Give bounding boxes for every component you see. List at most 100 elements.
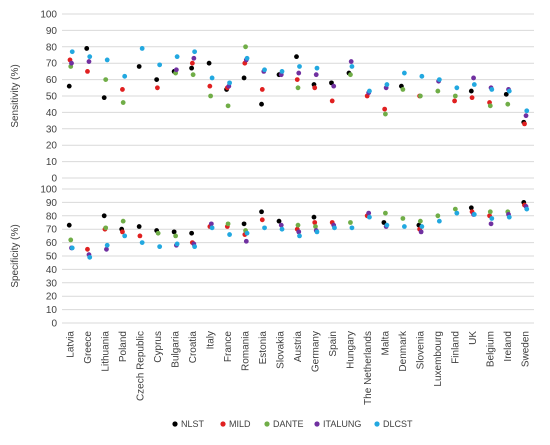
- category-label: Finland: [450, 331, 461, 364]
- data-point-dlcst: [332, 225, 337, 231]
- data-point-mild: [382, 106, 388, 112]
- data-point-nlst: [189, 230, 195, 236]
- data-point-italung: [296, 229, 302, 235]
- legend-label-dlcst: DLCST: [383, 419, 413, 429]
- data-point-dante: [103, 225, 109, 231]
- data-point-dante: [190, 72, 196, 78]
- data-point-dlcst: [279, 226, 285, 232]
- data-point-dante: [505, 101, 511, 107]
- y-tick-label: 90: [46, 26, 58, 37]
- data-point-dlcst: [69, 245, 75, 251]
- legend-marker-italung: [314, 421, 320, 427]
- data-point-dlcst: [401, 224, 407, 229]
- data-point-nlst: [101, 213, 107, 219]
- data-point-dante: [225, 221, 231, 227]
- category-label: Greece: [83, 331, 94, 364]
- data-point-dante: [487, 209, 493, 215]
- data-point-dante: [400, 216, 406, 221]
- data-point-dlcst: [349, 225, 355, 231]
- data-point-dante: [173, 233, 179, 239]
- data-point-nlst: [294, 54, 299, 60]
- data-point-italung: [173, 67, 179, 73]
- data-point-nlst: [66, 222, 72, 228]
- y-tick-label: 80: [46, 211, 58, 222]
- data-point-dlcst: [297, 64, 302, 69]
- data-point-italung: [69, 60, 74, 66]
- sensitivity-panel: 0 10 20 30 40 50 60 70 80 90 100 Sensitivity (%): [10, 10, 534, 185]
- data-point-dlcst: [244, 55, 250, 61]
- data-point-mild: [207, 83, 213, 89]
- data-point-dlcst: [87, 54, 93, 60]
- data-point-dlcst: [69, 49, 75, 55]
- data-point-italung: [366, 210, 372, 216]
- data-point-dante: [68, 237, 74, 243]
- category-label: Hungary: [345, 331, 356, 369]
- data-point-italung: [104, 246, 109, 252]
- data-point-dlcst: [454, 85, 460, 91]
- data-point-dante: [348, 72, 353, 78]
- data-point-nlst: [206, 60, 212, 66]
- y-tick-label: 10: [46, 305, 58, 316]
- data-point-dlcst: [367, 88, 372, 94]
- category-label: Cyprus: [153, 331, 164, 363]
- data-point-mild: [259, 87, 265, 92]
- y-tick-label: 30: [46, 278, 58, 289]
- legend-label-dante: DANTE: [273, 419, 304, 429]
- data-point-dante: [120, 100, 126, 105]
- data-point-dante: [383, 210, 388, 216]
- data-point-dante: [435, 213, 441, 219]
- data-point-dlcst: [419, 73, 425, 79]
- data-point-mild: [452, 98, 457, 104]
- data-point-dante: [417, 93, 423, 99]
- data-point-dante: [155, 230, 161, 236]
- data-point-mild: [154, 85, 160, 91]
- data-point-italung: [348, 59, 354, 64]
- data-point-nlst: [311, 214, 317, 220]
- data-point-dlcst: [227, 80, 232, 86]
- data-point-dlcst: [122, 73, 128, 79]
- data-point-dlcst: [279, 69, 285, 74]
- data-point-mild: [85, 246, 90, 252]
- data-point-nlst: [154, 77, 160, 82]
- y-tick-label: 10: [46, 157, 58, 168]
- category-label: Denmark: [398, 330, 409, 372]
- legend-marker-mild: [220, 421, 226, 427]
- data-point-mild: [120, 229, 125, 235]
- y-tick-label: 0: [51, 319, 57, 330]
- data-point-mild: [259, 217, 265, 223]
- data-point-nlst: [259, 209, 264, 215]
- data-point-dante: [435, 88, 441, 94]
- data-point-nlst: [136, 224, 142, 229]
- data-point-mild: [469, 95, 475, 101]
- y-tick-label: 50: [46, 252, 58, 263]
- data-point-dlcst: [157, 62, 163, 68]
- data-point-dante: [208, 93, 213, 99]
- data-point-dlcst: [122, 233, 128, 239]
- data-point-dlcst: [192, 49, 198, 55]
- data-point-dlcst: [471, 212, 477, 217]
- data-point-nlst: [66, 83, 72, 89]
- y-tick-label: 60: [46, 238, 58, 249]
- data-point-dlcst: [192, 244, 198, 250]
- data-point-nlst: [136, 64, 142, 69]
- data-point-dante: [313, 224, 318, 229]
- data-point-dlcst: [209, 225, 215, 231]
- y-tick-label: 100: [40, 10, 57, 21]
- data-point-dlcst: [524, 206, 530, 212]
- y-axis-title: Specificity (%): [10, 224, 21, 287]
- category-label: Germany: [310, 331, 321, 372]
- y-tick-label: 40: [46, 265, 58, 276]
- data-point-italung: [418, 229, 424, 235]
- data-point-dlcst: [419, 224, 425, 229]
- data-point-dlcst: [157, 244, 163, 250]
- data-point-nlst: [503, 91, 509, 97]
- data-point-dlcst: [349, 64, 355, 69]
- data-point-dlcst: [139, 46, 145, 51]
- category-label: Austria: [293, 331, 304, 363]
- data-point-dante: [295, 222, 301, 228]
- data-point-italung: [471, 75, 476, 81]
- data-point-dlcst: [262, 225, 267, 231]
- data-point-italung: [296, 70, 302, 76]
- y-tick-label: 0: [51, 174, 57, 185]
